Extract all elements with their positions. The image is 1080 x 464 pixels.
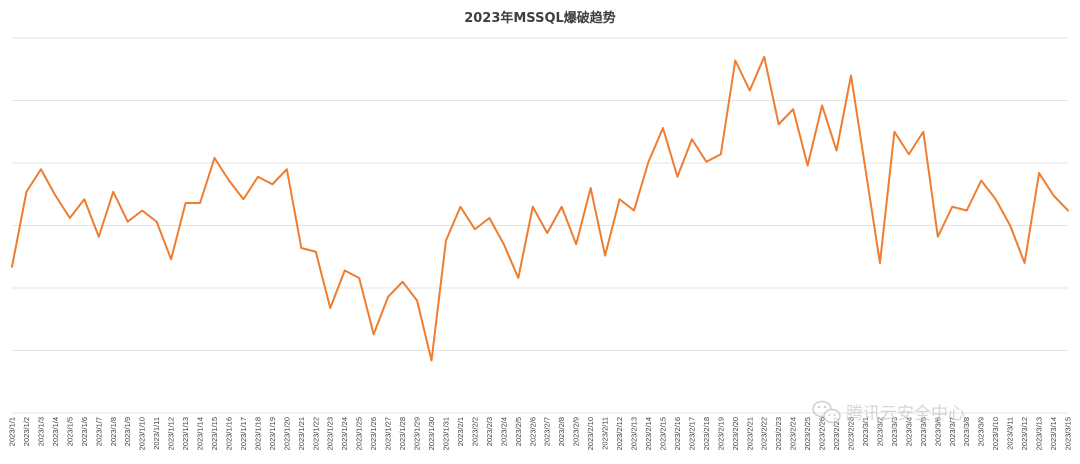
x-tick-label: 2023/1/2: [22, 417, 31, 446]
x-tick-label: 2023/1/21: [297, 417, 306, 450]
x-tick-label: 2023/2/28: [847, 417, 856, 450]
watermark-text: 腾讯云安全中心: [846, 404, 965, 424]
x-tick-label: 2023/1/19: [268, 417, 277, 450]
x-tick-label: 2023/1/5: [65, 417, 74, 446]
x-tick-label: 2023/1/3: [36, 417, 45, 446]
x-tick-label: 2023/1/4: [51, 417, 60, 446]
series-layer: [11, 55, 1069, 362]
x-tick-label: 2023/1/1: [8, 417, 17, 446]
x-tick-label: 2023/2/25: [803, 417, 812, 450]
x-tick-label: 2023/2/4: [499, 417, 508, 446]
x-tick-label: 2023/2/17: [687, 417, 696, 450]
x-tick-label: 2023/2/3: [485, 417, 494, 446]
x-tick-label: 2023/1/8: [109, 417, 118, 446]
x-tick-label: 2023/1/23: [326, 417, 335, 450]
x-tick-label: 2023/1/30: [427, 417, 436, 450]
x-tick-label: 2023/2/11: [601, 417, 610, 450]
x-tick-label: 2023/2/22: [760, 417, 769, 450]
x-tick-label: 2023/3/6: [933, 417, 942, 446]
x-tick-label: 2023/3/11: [1006, 417, 1015, 450]
wechat-icon: [812, 400, 841, 424]
x-tick-label: 2023/1/31: [441, 417, 450, 450]
x-tick-label: 2023/2/26: [818, 417, 827, 450]
x-tick-label: 2023/1/15: [210, 417, 219, 450]
x-tick-label: 2023/1/10: [138, 417, 147, 450]
x-tick-label: 2023/2/24: [789, 417, 798, 450]
x-tick-label: 2023/1/13: [181, 417, 190, 450]
x-tick-label: 2023/2/2: [470, 417, 479, 446]
x-tick-label: 2023/1/22: [311, 417, 320, 450]
x-tick-label: 2023/1/29: [413, 417, 422, 450]
x-tick-label: 2023/2/16: [673, 417, 682, 450]
x-tick-label: 2023/2/9: [572, 417, 581, 446]
x-tick-label: 2023/1/9: [123, 417, 132, 446]
x-tick-label: 2023/2/15: [658, 417, 667, 450]
x-tick-label: 2023/3/4: [904, 417, 913, 446]
x-tick-label: 2023/3/14: [1049, 417, 1058, 450]
x-tick-label: 2023/1/24: [340, 417, 349, 450]
x-tick-label: 2023/3/10: [991, 417, 1000, 450]
x-tick-label: 2023/1/28: [398, 417, 407, 450]
x-tick-label: 2023/1/27: [384, 417, 393, 450]
x-tick-label: 2023/2/18: [702, 417, 711, 450]
series-line: [11, 55, 1069, 362]
x-tick-label: 2023/3/5: [919, 417, 928, 446]
watermark: 腾讯云安全中心: [812, 400, 965, 424]
x-axis-tick-labels: 2023/1/1 2023/1/2 2023/1/3 2023/1/4 2023/1/5…: [8, 417, 1073, 450]
chart-title: 2023年MSSQL爆破趋势: [464, 10, 616, 26]
x-tick-label: 2023/1/7: [94, 417, 103, 446]
x-tick-label: 2023/1/17: [239, 417, 248, 450]
gridlines: [12, 37, 1068, 414]
x-tick-label: 2023/1/25: [355, 417, 364, 450]
x-tick-label: 2023/3/2: [875, 417, 884, 446]
x-tick-label: 2023/1/12: [167, 417, 176, 450]
x-tick-label: 2023/2/21: [745, 417, 754, 450]
x-tick-label: 2023/2/6: [528, 417, 537, 446]
x-tick-label: 2023/2/1: [456, 417, 465, 446]
x-tick-label: 2023/1/6: [80, 417, 89, 446]
x-tick-label: 2023/2/5: [514, 417, 523, 446]
x-tick-label: 2023/2/7: [543, 417, 552, 446]
x-tick-label: 2023/3/1: [861, 417, 870, 446]
x-tick-label: 2023/1/26: [369, 417, 378, 450]
x-tick-label: 2023/1/14: [196, 417, 205, 450]
x-tick-label: 2023/2/13: [630, 417, 639, 450]
x-tick-label: 2023/1/11: [152, 417, 161, 450]
x-tick-label: 2023/2/10: [586, 417, 595, 450]
x-tick-label: 2023/1/16: [224, 417, 233, 450]
x-tick-label: 2023/2/20: [731, 417, 740, 450]
x-tick-label: 2023/1/18: [253, 417, 262, 450]
x-tick-label: 2023/3/7: [948, 417, 957, 446]
x-tick-label: 2023/3/15: [1064, 417, 1073, 450]
x-tick-label: 2023/1/20: [282, 417, 291, 450]
x-tick-label: 2023/2/8: [557, 417, 566, 446]
x-tick-label: 2023/3/8: [962, 417, 971, 446]
x-tick-label: 2023/2/27: [832, 417, 841, 450]
x-tick-label: 2023/3/3: [890, 417, 899, 446]
x-tick-label: 2023/2/14: [644, 417, 653, 450]
x-tick-label: 2023/3/12: [1020, 417, 1029, 450]
x-tick-label: 2023/2/12: [615, 417, 624, 450]
x-tick-label: 2023/2/19: [716, 417, 725, 450]
x-tick-label: 2023/2/23: [774, 417, 783, 450]
x-tick-label: 2023/3/13: [1035, 417, 1044, 450]
x-tick-label: 2023/3/9: [977, 417, 986, 446]
